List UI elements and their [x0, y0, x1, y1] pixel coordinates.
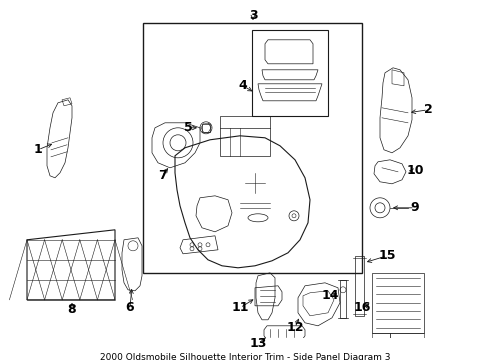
- Bar: [340, 280, 346, 318]
- Bar: [143, 23, 362, 273]
- Text: 3: 3: [249, 9, 257, 22]
- Text: 6: 6: [126, 301, 134, 314]
- Bar: [220, 116, 270, 156]
- Text: 5: 5: [184, 121, 193, 134]
- Text: 15: 15: [378, 249, 396, 262]
- Text: 16: 16: [353, 301, 371, 314]
- Text: 4: 4: [239, 79, 247, 92]
- Text: 12: 12: [286, 321, 304, 334]
- Text: 1: 1: [34, 143, 42, 156]
- Bar: [372, 273, 424, 333]
- Text: 11: 11: [231, 301, 249, 314]
- Text: 7: 7: [158, 169, 167, 182]
- Bar: [252, 30, 328, 116]
- Text: 9: 9: [411, 201, 419, 214]
- Bar: [202, 124, 210, 132]
- Bar: [355, 256, 364, 316]
- Text: 13: 13: [249, 337, 267, 350]
- Text: 2: 2: [424, 103, 432, 116]
- Text: 8: 8: [68, 303, 76, 316]
- Text: 14: 14: [321, 289, 339, 302]
- Text: 10: 10: [406, 164, 424, 177]
- Text: 2000 Oldsmobile Silhouette Interior Trim - Side Panel Diagram 3: 2000 Oldsmobile Silhouette Interior Trim…: [100, 353, 390, 360]
